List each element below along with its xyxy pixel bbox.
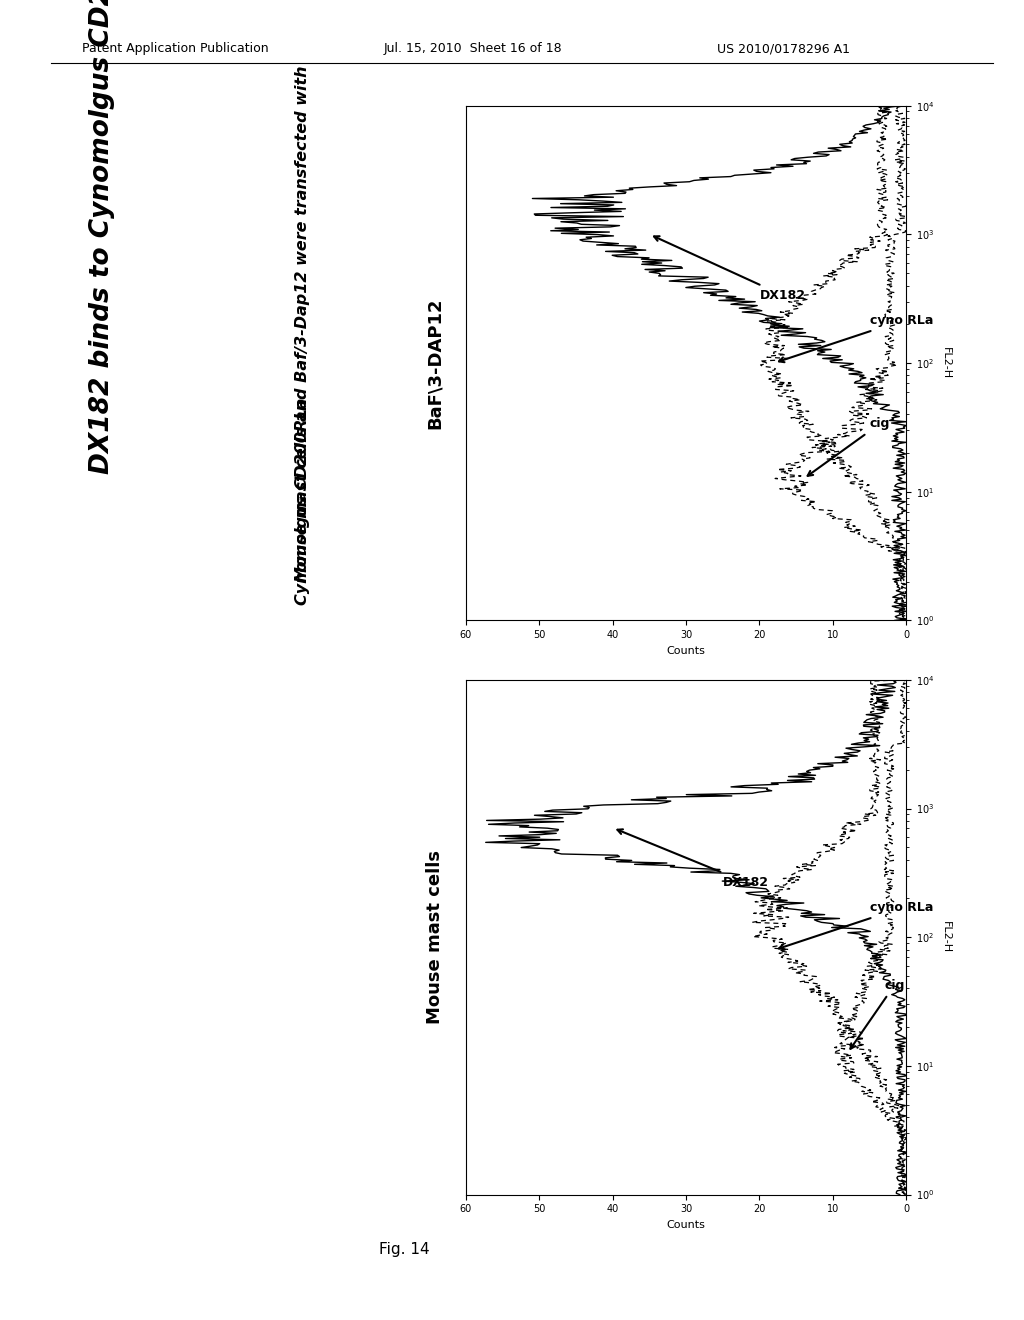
Text: cyno RLa: cyno RLa: [779, 314, 933, 362]
Text: Patent Application Publication: Patent Application Publication: [82, 42, 268, 55]
Text: cig: cig: [808, 417, 890, 475]
Text: cig: cig: [851, 978, 904, 1049]
Text: BaF\3-DAP12: BaF\3-DAP12: [426, 297, 444, 429]
X-axis label: Counts: Counts: [667, 1220, 706, 1230]
Text: Jul. 15, 2010  Sheet 16 of 18: Jul. 15, 2010 Sheet 16 of 18: [384, 42, 562, 55]
Text: cyno RLa: cyno RLa: [779, 902, 933, 949]
Text: Mouse mast cells: Mouse mast cells: [426, 850, 444, 1024]
Text: Cynomolgus CD200RLa: Cynomolgus CD200RLa: [295, 397, 309, 606]
Text: DX182 binds to Cynomolgus CD200RLa: DX182 binds to Cynomolgus CD200RLa: [89, 0, 116, 474]
Y-axis label: FL2-H: FL2-H: [941, 921, 951, 953]
Y-axis label: FL2-H: FL2-H: [941, 347, 951, 379]
X-axis label: Counts: Counts: [667, 645, 706, 656]
Text: DX182: DX182: [617, 829, 769, 888]
Text: DX182: DX182: [654, 236, 806, 302]
Text: US 2010/0178296 A1: US 2010/0178296 A1: [717, 42, 850, 55]
Text: Mouse mast cells and Baf/3-Dap12 were transfected with: Mouse mast cells and Baf/3-Dap12 were tr…: [295, 65, 309, 582]
Text: Fig. 14: Fig. 14: [379, 1242, 429, 1257]
